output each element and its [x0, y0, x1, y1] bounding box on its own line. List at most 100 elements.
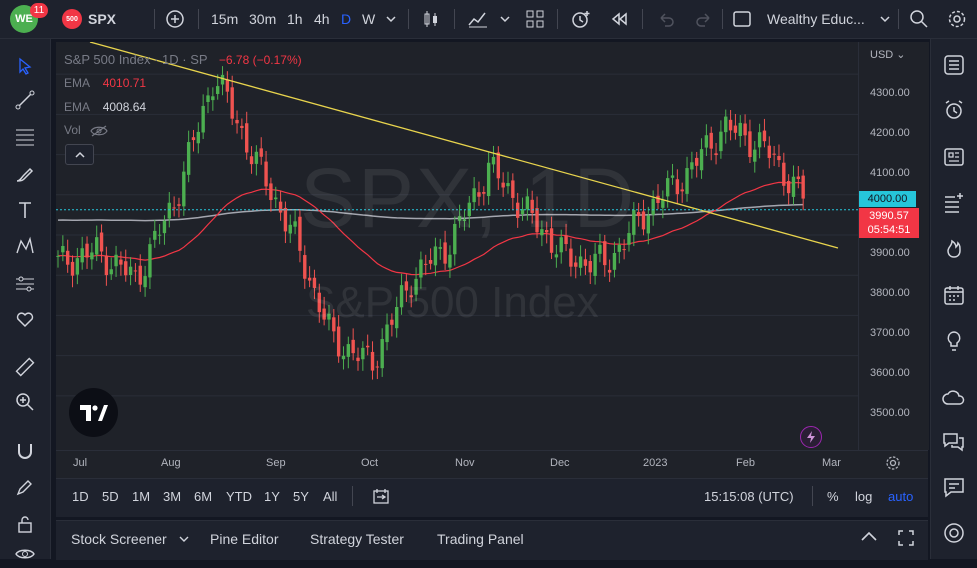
news-button[interactable] — [937, 142, 971, 172]
hide-drawings-tool[interactable] — [10, 540, 40, 568]
tab-strategy-tester[interactable]: Strategy Tester — [310, 531, 404, 547]
help-button[interactable] — [937, 518, 971, 548]
watchlist-button[interactable] — [937, 50, 971, 80]
range-1d[interactable]: 1D — [72, 489, 89, 504]
measure-tool[interactable] — [10, 353, 40, 381]
zoom-tool[interactable] — [10, 388, 40, 416]
ema-legend-1[interactable]: EMA 4010.71 — [64, 76, 146, 90]
range-all[interactable]: All — [323, 489, 338, 504]
go-to-date-button[interactable] — [372, 487, 390, 510]
candle-body — [254, 151, 259, 164]
candle-body — [646, 215, 651, 234]
replay-button[interactable] — [608, 0, 630, 38]
events-marker[interactable] — [800, 426, 822, 448]
candle-body — [632, 209, 636, 235]
layout-menu[interactable]: Wealthy Educ... — [732, 0, 891, 38]
compare-button[interactable] — [164, 0, 186, 38]
last-price-value: 3990.57 — [869, 210, 909, 222]
brush-tool[interactable] — [10, 160, 40, 188]
alerts-button[interactable] — [937, 95, 971, 125]
trend-line-icon — [15, 90, 35, 110]
collapse-legend-button[interactable] — [65, 144, 94, 165]
calendar-button[interactable] — [937, 280, 971, 310]
interval-w[interactable]: W — [362, 0, 375, 38]
alarm-clock-icon — [945, 100, 963, 119]
chevron-down-icon — [500, 16, 510, 23]
interval-1h[interactable]: 1h — [287, 0, 303, 38]
candle-body — [506, 183, 510, 187]
maximize-panel-button[interactable] — [897, 529, 915, 552]
percent-toggle[interactable]: % — [827, 489, 839, 504]
search-button[interactable] — [908, 0, 930, 38]
tradingview-logo[interactable] — [69, 388, 118, 437]
candle-body — [211, 96, 215, 101]
candle-body — [409, 295, 413, 298]
interval-15m[interactable]: 15m — [211, 0, 238, 38]
settings-button[interactable] — [946, 0, 968, 38]
tab-trading-panel[interactable]: Trading Panel — [437, 531, 524, 547]
chart-pane[interactable] — [56, 42, 858, 450]
eye-crossed-icon[interactable] — [90, 125, 108, 137]
trend-line-tool[interactable] — [10, 86, 40, 114]
range-1m[interactable]: 1M — [132, 489, 151, 504]
ema-legend-2[interactable]: EMA 4008.64 — [64, 100, 146, 114]
log-toggle[interactable]: log — [855, 489, 873, 504]
timezone-clock[interactable]: 15:15:08 (UTC) — [704, 489, 794, 504]
interval-30m[interactable]: 30m — [249, 0, 276, 38]
range-5d[interactable]: 5D — [102, 489, 119, 504]
crosshair-price-label: 4000.00 — [859, 191, 916, 207]
tab-stock-screener[interactable]: Stock Screener — [71, 531, 189, 547]
user-avatar[interactable]: WE 11 — [10, 0, 48, 38]
pattern-icon — [16, 236, 34, 254]
indicators-dropdown[interactable] — [499, 0, 511, 38]
price-scale[interactable] — [858, 42, 929, 450]
text-tool[interactable] — [10, 196, 40, 224]
last-price-label: 3990.57 05:54:51 — [859, 208, 919, 238]
interval-dropdown[interactable] — [385, 0, 397, 38]
candle-body — [356, 357, 360, 362]
auto-toggle[interactable]: auto — [888, 489, 914, 504]
redo-button[interactable] — [694, 0, 714, 38]
interval-4h[interactable]: 4h — [314, 0, 330, 38]
symbol-search[interactable]: 500 SPX — [62, 0, 116, 38]
price-chart[interactable] — [56, 42, 858, 450]
candle-body — [699, 149, 704, 171]
layouts-button[interactable] — [524, 0, 546, 38]
add-list-icon — [945, 193, 963, 213]
chart-type-button[interactable] — [420, 0, 442, 38]
candle-body — [414, 278, 418, 295]
icon-tool[interactable] — [10, 304, 40, 332]
interval-d[interactable]: D — [341, 0, 351, 38]
lightbulb-icon — [947, 331, 961, 351]
chats-button[interactable] — [937, 426, 971, 456]
undo-button[interactable] — [656, 0, 676, 38]
tab-pine-editor[interactable]: Pine Editor — [210, 531, 279, 547]
magnet-tool[interactable] — [10, 437, 40, 465]
pattern-tool[interactable] — [10, 232, 40, 260]
range-1y[interactable]: 1Y — [264, 489, 280, 504]
time-scale[interactable] — [56, 450, 928, 478]
minds-button[interactable] — [937, 472, 971, 502]
cursor-tool[interactable] — [10, 52, 40, 80]
expand-panel-button[interactable] — [860, 530, 878, 549]
currency-selector[interactable]: USD ⌄ — [870, 49, 906, 61]
drawing-mode-tool[interactable] — [10, 473, 40, 501]
range-ytd[interactable]: YTD — [226, 489, 252, 504]
ideas-stream-button[interactable] — [937, 188, 971, 218]
lock-drawings-tool[interactable] — [10, 510, 40, 538]
range-3m[interactable]: 3M — [163, 489, 182, 504]
alert-button[interactable] — [569, 0, 593, 38]
price-label: 4200.00 — [870, 127, 910, 139]
range-5y[interactable]: 5Y — [293, 489, 309, 504]
ideas-button[interactable] — [937, 326, 971, 356]
scale-settings-button[interactable] — [885, 455, 901, 476]
indicators-button[interactable] — [466, 0, 490, 38]
candle-body — [748, 131, 752, 158]
volume-legend[interactable]: Vol — [64, 123, 108, 137]
range-6m[interactable]: 6M — [194, 489, 213, 504]
fib-tool[interactable] — [10, 122, 40, 150]
prediction-tool[interactable] — [10, 270, 40, 298]
streams-button[interactable] — [937, 383, 971, 413]
hotlists-button[interactable] — [937, 233, 971, 263]
rewind-icon — [611, 12, 627, 26]
